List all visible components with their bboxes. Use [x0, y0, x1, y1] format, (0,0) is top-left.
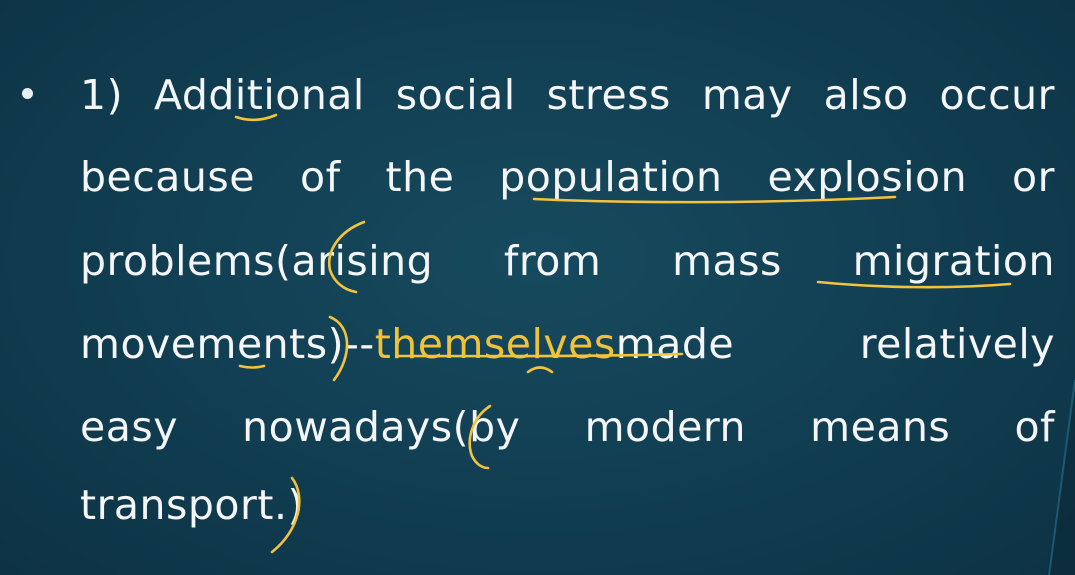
decorative-edge — [1047, 379, 1075, 575]
text-line-4-end: made relatively — [615, 320, 1055, 368]
text-line-4: movements)--themselvesmade relatively — [80, 319, 1055, 369]
bullet-point — [22, 88, 33, 99]
text-line-5: easy nowadays(by modern means of — [80, 403, 1055, 451]
text-line-4-start: movements)-- — [80, 320, 375, 368]
text-line-1: 1) Additional social stress may also occ… — [80, 71, 1055, 119]
highlighted-word: themselves — [374, 320, 616, 368]
text-line-3: problems(arising from mass migration — [80, 237, 1055, 285]
text-line-6: transport.) — [80, 481, 304, 529]
text-line-2: because of the population explosion or — [80, 153, 1055, 201]
